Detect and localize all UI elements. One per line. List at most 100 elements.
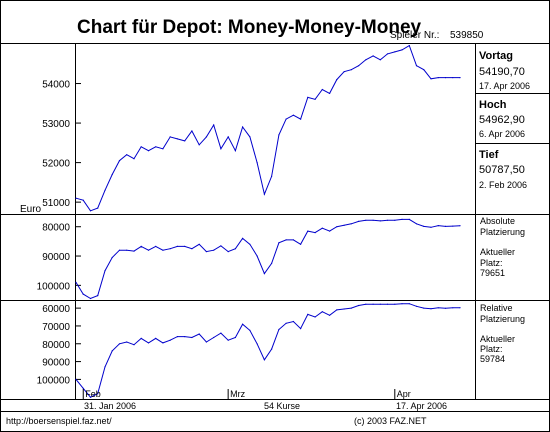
absolute-point-6 xyxy=(118,249,121,251)
relative-current-value: 59784 xyxy=(480,354,505,364)
stat-vortag-value: 54190,70 xyxy=(479,66,525,78)
absolute-point-5 xyxy=(111,256,113,259)
absolute-point-28 xyxy=(278,242,280,244)
absolute-point-29 xyxy=(285,239,287,241)
absolute-point-19 xyxy=(213,249,215,251)
depot-point-38 xyxy=(350,69,352,71)
depot-point-25 xyxy=(256,162,258,164)
absolute-point-42 xyxy=(379,220,381,222)
relative-ytick-label-80000: 80000 xyxy=(42,340,70,351)
depot-point-43 xyxy=(386,53,389,55)
relative-point-6 xyxy=(118,343,121,345)
absolute-point-8 xyxy=(133,250,135,252)
depot-point-47 xyxy=(415,65,418,67)
absolute-point-36 xyxy=(336,226,338,228)
absolute-current-1: Aktueller xyxy=(480,247,515,257)
absolute-point-12 xyxy=(162,249,164,251)
relative-point-53 xyxy=(459,307,461,309)
absolute-point-1 xyxy=(82,293,84,295)
footer-copyright: (c) 2003 FAZ.NET xyxy=(354,416,427,426)
relative-point-37 xyxy=(343,308,345,310)
relative-point-21 xyxy=(227,339,229,341)
depot-point-9 xyxy=(140,146,142,148)
relative-point-15 xyxy=(184,336,186,338)
absolute-point-7 xyxy=(126,249,128,251)
depot-point-44 xyxy=(394,51,396,53)
stat-hoch-value: 54962,90 xyxy=(479,114,525,126)
depot-point-16 xyxy=(191,130,193,132)
relative-point-26 xyxy=(263,359,265,361)
relative-ytick-label-70000: 70000 xyxy=(42,322,70,333)
relative-ytick-label-90000: 90000 xyxy=(42,358,70,369)
relative-point-30 xyxy=(292,320,294,323)
depot-point-22 xyxy=(234,150,236,152)
depot-ytick-label-54000: 54000 xyxy=(42,80,70,91)
depot-point-36 xyxy=(336,79,338,81)
absolute-series-line xyxy=(75,218,461,300)
absolute-point-25 xyxy=(256,255,258,257)
absolute-point-33 xyxy=(314,232,316,234)
depot-point-12 xyxy=(162,148,164,150)
relative-current-2: Platz: xyxy=(480,344,503,354)
relative-ytick-label-60000: 60000 xyxy=(42,304,70,315)
stat-tief-value: 50787,50 xyxy=(479,164,525,176)
stat-hoch-date: 6. Apr 2006 xyxy=(479,129,525,139)
relative-point-10 xyxy=(147,342,150,344)
absolute-point-14 xyxy=(176,245,178,247)
absolute-point-34 xyxy=(321,227,323,229)
relative-point-1 xyxy=(82,387,84,389)
relative-point-28 xyxy=(278,328,280,331)
absolute-panel-frame xyxy=(75,214,476,301)
absolute-point-49 xyxy=(430,226,432,228)
depot-point-34 xyxy=(321,88,323,91)
depot-point-37 xyxy=(343,71,345,73)
depot-ytick-label-52000: 52000 xyxy=(42,159,70,170)
depot-point-17 xyxy=(198,144,200,146)
depot-point-35 xyxy=(329,92,331,94)
relative-point-42 xyxy=(379,303,381,305)
depot-point-30 xyxy=(292,114,294,116)
relative-point-41 xyxy=(372,303,374,305)
relative-point-44 xyxy=(394,303,396,305)
y-axis-label: Euro xyxy=(20,204,42,215)
depot-point-28 xyxy=(278,134,280,136)
footer-count: 54 Kurse xyxy=(264,401,300,411)
depot-point-7 xyxy=(126,154,128,156)
relative-point-24 xyxy=(249,329,251,331)
relative-point-16 xyxy=(191,336,193,339)
relative-panel-frame xyxy=(75,300,476,400)
relative-point-11 xyxy=(155,337,157,339)
depot-point-13 xyxy=(169,136,171,138)
absolute-point-50 xyxy=(437,225,439,227)
relative-point-48 xyxy=(423,307,425,309)
relative-side-info: Relative Platzierung Aktueller Platz: 59… xyxy=(480,303,525,364)
depot-point-41 xyxy=(372,55,374,57)
chart-marks: 51000 52000 53000 54000 80000 90000 100000 6000… xyxy=(37,44,461,399)
absolute-point-13 xyxy=(169,248,171,250)
relative-point-49 xyxy=(430,308,432,310)
absolute-point-22 xyxy=(234,248,236,250)
relative-point-8 xyxy=(133,344,135,346)
absolute-point-32 xyxy=(307,230,309,232)
depot-point-24 xyxy=(249,136,251,138)
depot-point-3 xyxy=(97,207,99,209)
depot-point-18 xyxy=(205,136,207,138)
month-label-apr: Apr xyxy=(397,389,411,399)
absolute-point-27 xyxy=(271,262,273,264)
absolute-point-51 xyxy=(444,225,447,227)
depot-point-14 xyxy=(176,138,178,140)
depot-point-53 xyxy=(459,77,461,79)
absolute-ytick-label-80000: 80000 xyxy=(42,223,70,234)
relative-point-22 xyxy=(234,336,236,339)
relative-point-46 xyxy=(408,303,410,305)
absolute-side-info: Absolute Platzierung Aktueller Platz: 79… xyxy=(480,216,525,278)
relative-point-4 xyxy=(104,366,106,368)
absolute-current-value: 79651 xyxy=(480,268,505,278)
relative-point-47 xyxy=(415,305,418,307)
absolute-point-3 xyxy=(97,295,99,297)
relative-point-13 xyxy=(169,339,171,341)
relative-point-27 xyxy=(271,348,273,350)
